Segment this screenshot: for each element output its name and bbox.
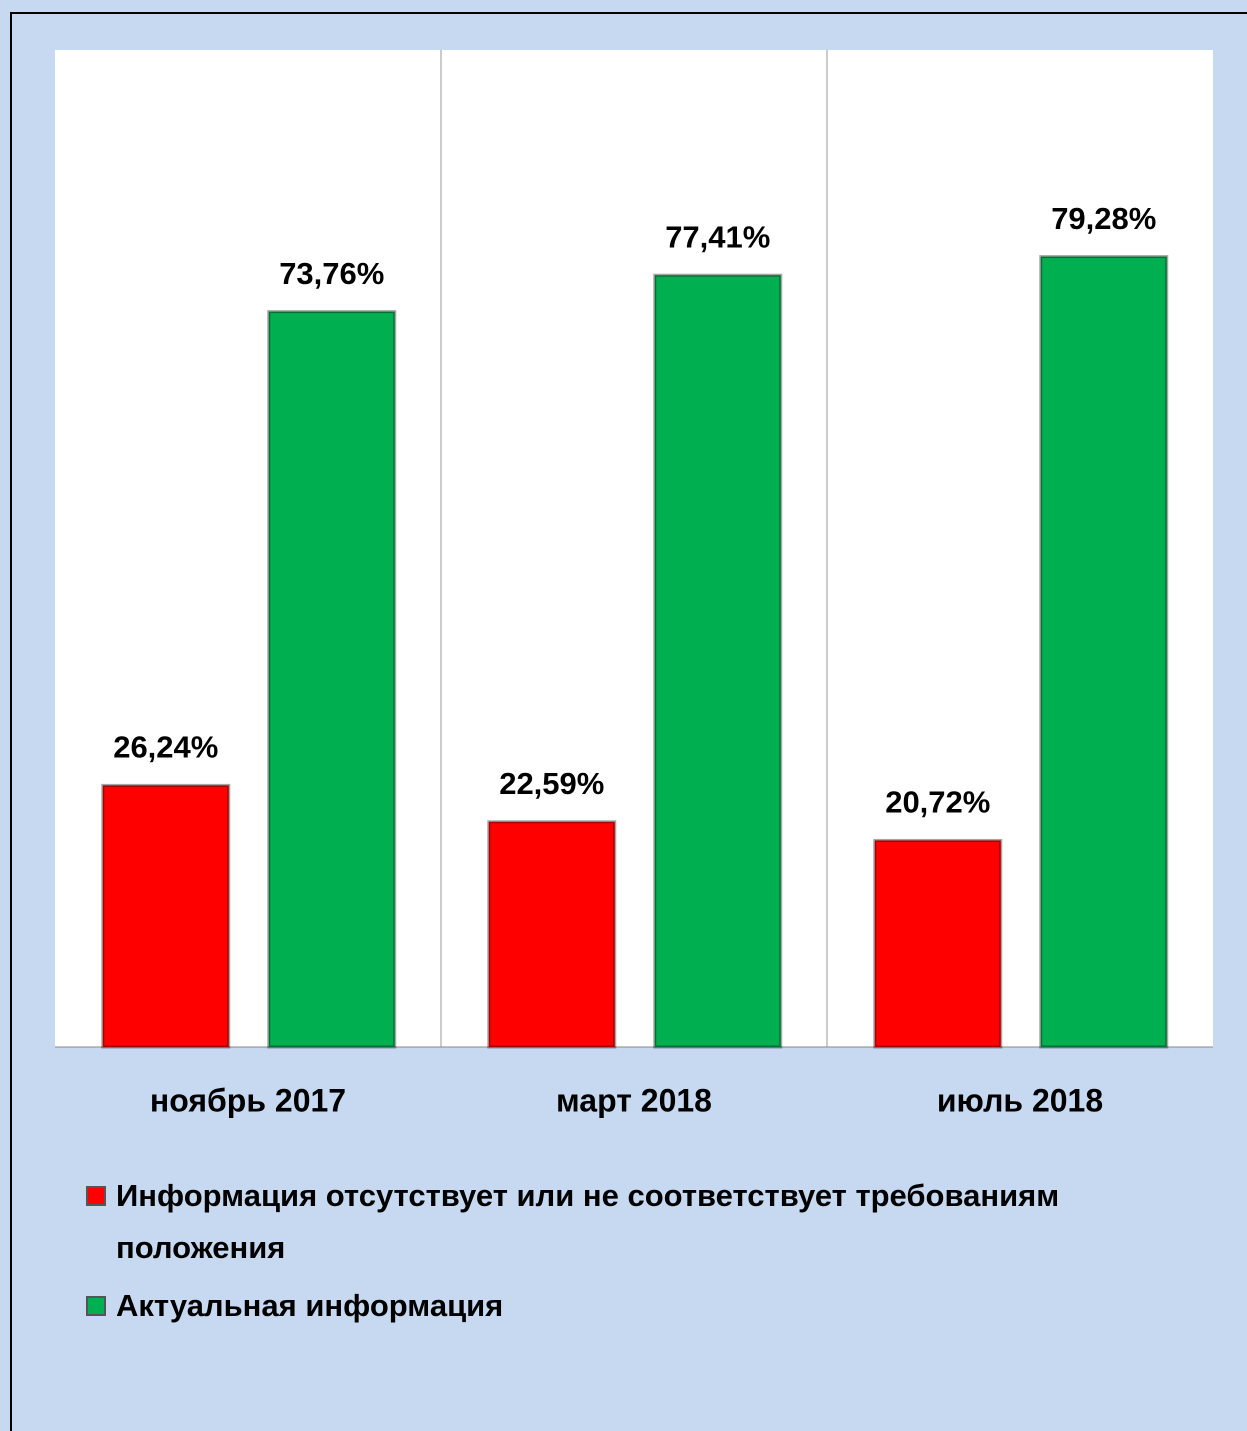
bar xyxy=(487,820,617,1049)
frame xyxy=(10,12,1247,1431)
legend-item: Информация отсутствует или не соответств… xyxy=(86,1170,1206,1274)
legend-label: Актуальная информация xyxy=(116,1288,504,1323)
bar xyxy=(653,273,783,1049)
x-tick-label: июль 2018 xyxy=(937,1082,1103,1118)
legend-swatch xyxy=(86,1296,106,1316)
legend-label: Информация отсутствует или не соответств… xyxy=(116,1178,1060,1265)
legend-item: Актуальная информация xyxy=(86,1280,1206,1332)
legend: Информация отсутствует или не соответств… xyxy=(86,1170,1206,1338)
legend-swatch xyxy=(86,1186,106,1206)
data-label: 73,76% xyxy=(279,256,384,291)
bar xyxy=(101,783,231,1049)
x-tick-label: март 2018 xyxy=(556,1082,712,1118)
data-label: 79,28% xyxy=(1051,201,1156,236)
x-tick-label: ноябрь 2017 xyxy=(150,1082,346,1118)
bar xyxy=(267,310,397,1049)
bar xyxy=(873,838,1003,1049)
data-label: 77,41% xyxy=(665,219,770,254)
bar xyxy=(1039,255,1169,1049)
data-label: 22,59% xyxy=(499,766,604,801)
data-label: 20,72% xyxy=(885,785,990,820)
data-label: 26,24% xyxy=(113,730,218,765)
plot-area xyxy=(55,50,1213,1047)
